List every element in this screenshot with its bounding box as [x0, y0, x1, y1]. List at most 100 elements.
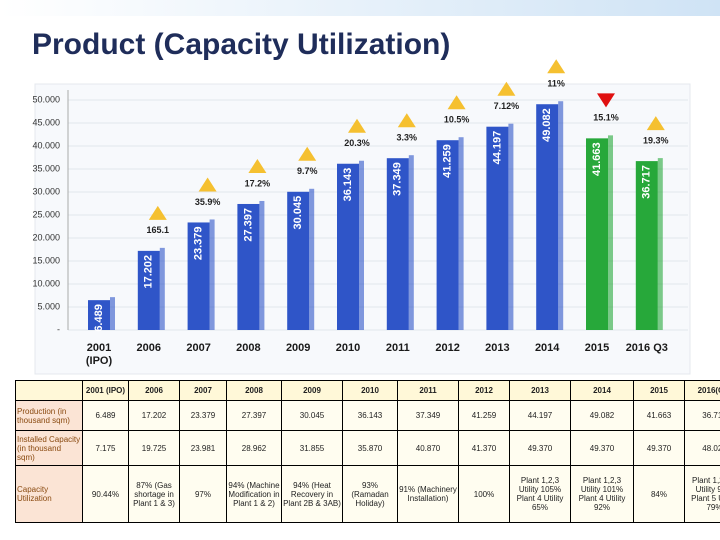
bar — [88, 300, 110, 330]
table-row: Capacity Utilization 90.44% 87% (Gas short… — [15, 465, 720, 523]
growth-label: 35.9% — [195, 197, 221, 207]
table-cell: 90.44% — [82, 465, 129, 523]
growth-label: 11% — [547, 79, 565, 89]
table-cell: 23.379 — [179, 400, 227, 431]
table-cell: 41.663 — [633, 400, 685, 431]
table-cell: 35.870 — [342, 430, 398, 466]
y-tick-label: 35.000 — [32, 163, 60, 173]
growth-label: 3.3% — [397, 133, 418, 143]
y-tick-label: 15.000 — [32, 255, 60, 265]
x-tick-label: 2008 — [236, 342, 261, 354]
page-title: Product (Capacity Utilization) — [32, 28, 450, 61]
bar-side — [359, 160, 364, 330]
data-table: 2001 (IPO) 2006 2007 2008 2009 2010 2011 2012 20… — [15, 380, 720, 523]
y-tick-label: 45.000 — [32, 117, 60, 127]
table-cell: 23.981 — [179, 430, 227, 466]
top-band — [0, 0, 720, 16]
x-tick-label: 2014 — [534, 342, 560, 354]
value-label: 36.717 — [641, 165, 653, 199]
column-header: 2012 — [458, 380, 510, 401]
growth-label: 165.1 — [147, 225, 170, 235]
growth-label: 19.3% — [643, 135, 669, 145]
table-cell: 30.045 — [281, 400, 343, 431]
bar-side — [259, 200, 265, 330]
table-cell: Plant 1,2,3 Utility 101% Plant 4 Utility… — [570, 465, 634, 523]
table-cell: 28.962 — [226, 430, 282, 466]
table-cell: 84% — [633, 465, 685, 523]
growth-label: 17.2% — [245, 178, 271, 188]
x-tick-label: 2012 — [435, 342, 460, 354]
x-tick-label: 2007 — [186, 342, 211, 354]
bar — [486, 126, 509, 330]
value-label: 23.379 — [193, 226, 205, 260]
trend-marker — [646, 116, 665, 131]
column-header: 2008 — [226, 380, 282, 401]
column-header: 2011 — [397, 380, 459, 401]
trend-marker — [348, 118, 366, 133]
table-cell: 100% — [458, 465, 510, 523]
table-cell: 94% (Machine Modification in Plant 1 & 2… — [226, 465, 282, 523]
y-tick-label: 25.000 — [32, 209, 60, 219]
table-cell: 93% (Ramadan Holiday) — [342, 465, 398, 523]
table-cell: 49.082 — [570, 400, 634, 431]
column-header: 2013 — [509, 380, 571, 401]
trend-marker — [597, 93, 615, 108]
x-tick-label: 2010 — [335, 342, 361, 354]
y-tick-label: 40.000 — [32, 140, 60, 150]
x-tick-label: 2009 — [285, 342, 311, 354]
value-label: 44.197 — [491, 131, 503, 165]
bar-side — [657, 158, 663, 330]
table-cell: 44.197 — [509, 400, 571, 431]
y-tick-label: 10.000 — [32, 278, 60, 288]
table-cell: 87% (Gas shortage in Plant 1 & 3) — [128, 465, 180, 523]
value-label: 30.045 — [292, 196, 304, 230]
x-tick-label: 2001 (IPO) — [85, 342, 113, 367]
trend-marker — [397, 113, 416, 128]
x-tick-label: 2015 — [584, 342, 610, 354]
table-cell: 49.370 — [570, 430, 634, 466]
row-label: Production (in thousand sqm) — [15, 400, 83, 431]
table-row: Installed Capacity (in thousand sqm) 7.17… — [15, 430, 720, 466]
growth-label: 7.12% — [494, 101, 520, 111]
table-cell: 94% (Heat Recovery in Plant 2B & 3AB) — [281, 465, 343, 523]
bar-side — [508, 123, 514, 330]
trend-marker — [298, 146, 317, 161]
table-cell: 17.202 — [128, 400, 180, 431]
value-label: 41.259 — [442, 144, 454, 178]
y-tick-label: 30.000 — [32, 186, 60, 196]
table-cell: 37.349 — [397, 400, 459, 431]
trend-marker — [447, 95, 466, 110]
trend-marker — [148, 205, 167, 220]
bar — [586, 138, 608, 330]
bar — [536, 104, 559, 330]
table-cell: 48.028 — [684, 430, 720, 466]
value-label: 27.397 — [242, 208, 254, 242]
table-cell: 27.397 — [226, 400, 282, 431]
table-cell: 40.870 — [397, 430, 459, 466]
table-cell: 49.370 — [633, 430, 685, 466]
table-row: Production (in thousand sqm) 6.489 17.202 2… — [15, 400, 720, 431]
bar-side — [458, 137, 464, 330]
row-label: Capacity Utilization — [15, 465, 83, 523]
table-cell: 19.725 — [128, 430, 180, 466]
bar — [386, 158, 409, 330]
trend-marker — [248, 158, 267, 173]
bar-side — [608, 135, 613, 330]
column-header: 2009 — [281, 380, 343, 401]
column-header: 2006 — [128, 380, 180, 401]
chart: Product (Capacity Utilization) - 5.000 10.… — [0, 0, 720, 375]
bar-side — [110, 297, 115, 330]
growth-label: 10.5% — [444, 115, 470, 125]
table-cell: Plant 1,2,3,4 Utility 91% Plant 5 Utilit… — [684, 465, 720, 523]
bar — [137, 250, 160, 330]
table-cell: Plant 1,2,3 Utility 105% Plant 4 Utility… — [509, 465, 571, 523]
trend-marker — [497, 81, 516, 96]
value-label: 41.663 — [591, 142, 603, 176]
bar — [187, 222, 210, 330]
table-cell: 36.143 — [342, 400, 398, 431]
table-header-row: 2001 (IPO) 2006 2007 2008 2009 2010 2011 2012 20… — [15, 380, 720, 401]
table-cell: 41.259 — [458, 400, 510, 431]
growth-label: 9.7% — [297, 166, 318, 176]
table-cell: 6.489 — [82, 400, 129, 431]
